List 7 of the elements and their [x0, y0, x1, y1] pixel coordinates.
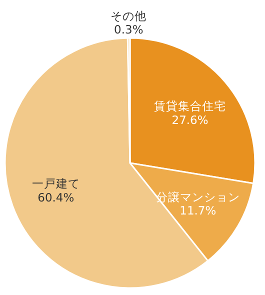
data-label: 27.6% — [172, 112, 208, 127]
slice-label: 賃貸集合住宅 — [154, 99, 226, 114]
slice-label: 一戸建て — [32, 176, 80, 191]
data-label: 60.4% — [38, 190, 74, 204]
slice-label: その他 — [110, 8, 147, 23]
data-label: 0.3% — [114, 22, 144, 37]
data-label: 11.7% — [180, 204, 216, 218]
